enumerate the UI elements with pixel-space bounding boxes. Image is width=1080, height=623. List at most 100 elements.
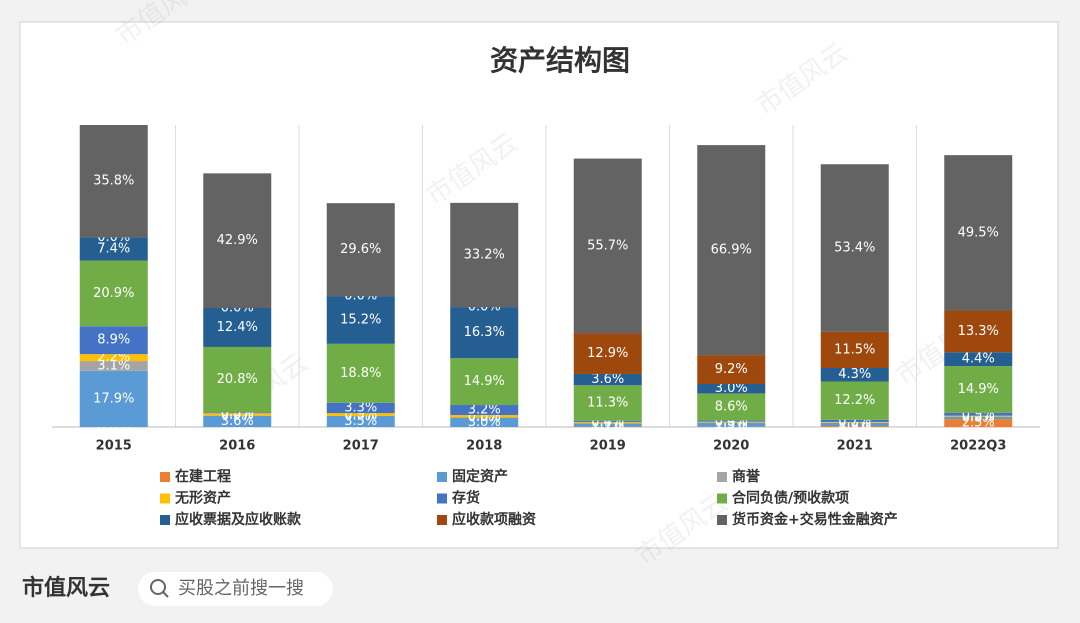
bar-segment — [203, 308, 272, 347]
bar-segment — [203, 413, 272, 416]
bar-segment — [944, 310, 1013, 353]
value-label: 18.8% — [340, 366, 381, 381]
bar-segment — [944, 419, 1013, 427]
x-tick-label: 2022Q3 — [950, 439, 1006, 454]
value-label: 20.8% — [217, 372, 258, 387]
legend-swatch — [160, 515, 170, 525]
bar-segment — [944, 155, 1013, 311]
search-text: 买股之前搜一搜 — [178, 578, 304, 599]
bar-segment — [573, 373, 642, 386]
bar-segment — [697, 422, 766, 427]
value-label: 2.5% — [962, 416, 995, 431]
value-label: 29.6% — [340, 242, 381, 257]
legend-label: 固定资产 — [452, 468, 508, 485]
bar-segment — [450, 417, 519, 427]
bar-segment — [326, 402, 395, 414]
bar-segment — [820, 331, 889, 368]
bar-segment — [326, 413, 395, 417]
bar-segment — [326, 203, 395, 297]
value-label: 3.1% — [97, 358, 130, 373]
bar-segment — [820, 367, 889, 382]
x-tick-label: 2018 — [466, 439, 502, 454]
bar-segment — [326, 416, 395, 427]
value-label: 42.9% — [217, 233, 258, 248]
legend-swatch — [717, 493, 727, 504]
value-label: 53.4% — [834, 241, 875, 256]
bar-segment — [944, 352, 1013, 367]
bar-segment — [79, 260, 148, 327]
value-label: 4.4% — [962, 352, 995, 367]
value-label: 49.5% — [958, 225, 999, 240]
legend-swatch — [437, 472, 447, 482]
bar-segment — [697, 383, 766, 394]
value-label: 55.7% — [587, 239, 628, 254]
bar-segment — [573, 333, 642, 374]
value-label: 14.9% — [958, 382, 999, 397]
bar-segment — [573, 421, 642, 424]
chart-title: 资产结构图 — [490, 44, 630, 77]
bar-segment — [79, 326, 148, 355]
x-tick-label: 2021 — [837, 439, 873, 454]
bar-segment — [79, 354, 148, 362]
search-box[interactable] — [138, 572, 333, 606]
value-label: 15.2% — [340, 312, 381, 327]
x-tick-label: 2017 — [343, 439, 379, 454]
legend-label: 商誉 — [732, 468, 761, 485]
bar-segment — [820, 419, 889, 422]
value-label: 12.2% — [834, 393, 875, 408]
bar-segment — [944, 412, 1013, 416]
bar-segment — [203, 412, 272, 414]
legend-label: 合同负债/预收款项 — [732, 490, 849, 507]
legend-swatch — [160, 472, 170, 482]
legend-swatch — [437, 493, 447, 504]
value-label: 16.3% — [464, 325, 505, 340]
bar-segment — [79, 125, 148, 238]
value-label: 12.4% — [217, 320, 258, 335]
bar-segment — [820, 426, 889, 427]
bar-segment — [79, 237, 148, 261]
value-label: 12.9% — [587, 346, 628, 361]
bar-segment — [697, 355, 766, 384]
bar-segment — [450, 202, 519, 308]
value-label: 3.6% — [591, 372, 624, 387]
value-label: 3.0% — [715, 381, 748, 396]
bar-segment — [573, 420, 642, 422]
legend-label: 应收款项融资 — [452, 511, 536, 528]
bar-segment — [573, 158, 642, 334]
value-label: 8.9% — [97, 333, 130, 348]
bar-segment — [820, 164, 889, 332]
value-label: 7.4% — [97, 242, 130, 257]
bar-segment — [697, 393, 766, 421]
bar-segment — [573, 423, 642, 427]
bar-segment — [820, 381, 889, 420]
brand: 市值风云 — [22, 575, 110, 601]
legend-label: 存货 — [452, 490, 480, 507]
bar-segment — [944, 415, 1013, 417]
bar-segment — [944, 366, 1013, 413]
x-tick-label: 2019 — [590, 439, 626, 454]
value-label: 4.3% — [838, 367, 871, 382]
bar-segment — [573, 385, 642, 421]
x-tick-label: 2016 — [219, 439, 255, 454]
x-tick-label: 2020 — [713, 439, 749, 454]
value-label: 11.5% — [834, 342, 875, 357]
value-label: 35.8% — [93, 174, 134, 189]
bar-segment — [820, 422, 889, 427]
legend-label: 在建工程 — [175, 468, 231, 485]
bar-segment — [697, 145, 766, 356]
bar-segment — [203, 173, 272, 309]
bar-segment — [944, 416, 1013, 420]
value-label: 17.9% — [93, 391, 134, 406]
value-label: 20.9% — [93, 286, 134, 301]
legend-swatch — [717, 472, 727, 482]
bar-segment — [203, 346, 272, 413]
bar-segment — [203, 415, 272, 427]
value-label: 8.6% — [715, 399, 748, 414]
bar-segment — [450, 415, 519, 418]
legend-label: 货币资金+交易性金融资产 — [731, 511, 898, 528]
x-tick-label: 2015 — [96, 439, 132, 454]
bar-segment — [326, 343, 395, 403]
value-label: 3.6% — [221, 414, 254, 429]
value-label: 33.2% — [464, 247, 505, 262]
legend-swatch — [437, 515, 447, 525]
